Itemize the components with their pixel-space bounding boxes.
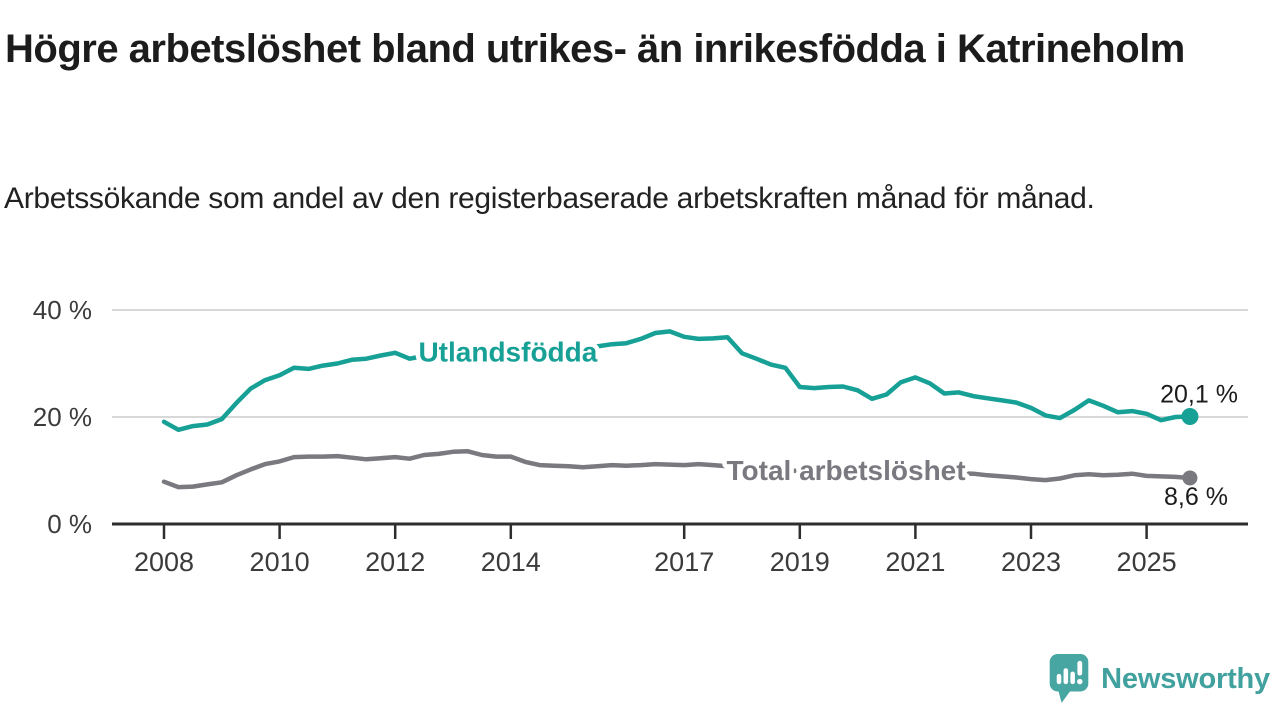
logo-exclamation-bar [1077, 660, 1083, 676]
x-tick-label-2008: 2008 [134, 547, 194, 577]
x-tick-label-2010: 2010 [250, 547, 310, 577]
page-title: Högre arbetslöshet bland utrikes- än inr… [5, 27, 1185, 71]
x-tick-label-2019: 2019 [770, 547, 830, 577]
page-subtitle: Arbetssökande som andel av den registerb… [4, 182, 1095, 215]
series-end-dot-total-arbetsl-shet [1182, 470, 1198, 486]
x-tick-label-2017: 2017 [654, 547, 714, 577]
y-tick-label-40: 40 % [33, 295, 92, 325]
newsworthy-logo[interactable]: Newsworthy [1049, 654, 1270, 704]
series-label-total-arbetsl-shet: Total arbetslöshet [726, 455, 965, 486]
series-end-dot-utlandsf-dda [1181, 407, 1199, 425]
x-tick-label-2012: 2012 [365, 547, 425, 577]
series-line-utlandsf-dda [161, 329, 1193, 433]
logo-exclamation-dot [1077, 678, 1083, 685]
series-line-total-arbetsl-shet [161, 448, 1193, 490]
logo-bubble-tail [1057, 688, 1073, 703]
x-tick-label-2025: 2025 [1117, 547, 1177, 577]
x-tick-label-2021: 2021 [885, 547, 945, 577]
x-tick-label-2014: 2014 [481, 547, 541, 577]
newsworthy-logo-icon [1049, 654, 1089, 703]
end-value-label-utlandsf-dda: 20,1 % [1160, 380, 1238, 408]
logo-bubble [1049, 654, 1089, 692]
y-tick-label-0: 0 % [47, 509, 92, 539]
logo-bar-3 [1070, 671, 1076, 685]
x-tick-label-2023: 2023 [1001, 547, 1061, 577]
series-label-utlandsf-dda: Utlandsfödda [418, 337, 597, 368]
y-tick-label-20: 20 % [33, 402, 92, 432]
end-value-label-total-arbetsl-shet: 8,6 % [1164, 483, 1228, 511]
newsworthy-logo-text: Newsworthy [1101, 662, 1270, 695]
logo-bar-1 [1056, 673, 1062, 685]
logo-bar-2 [1063, 668, 1069, 685]
